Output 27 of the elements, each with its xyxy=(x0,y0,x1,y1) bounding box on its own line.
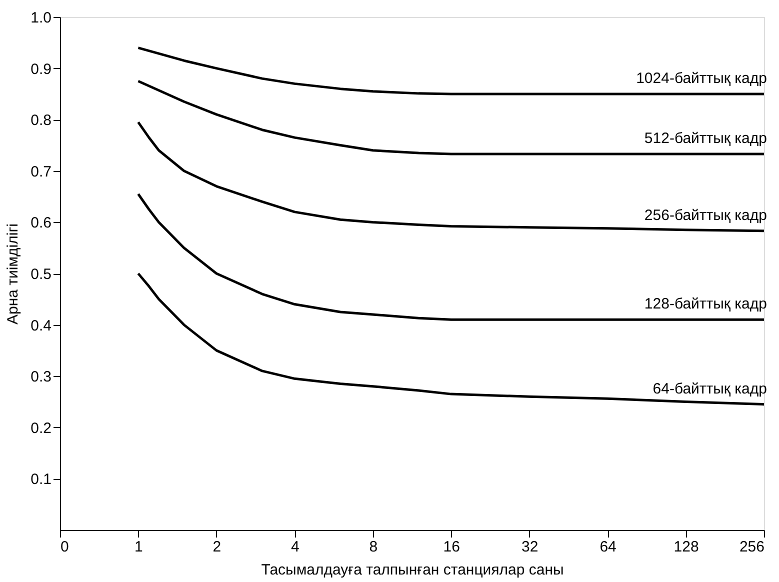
series-label: 1024-байттық кадр xyxy=(636,70,767,87)
y-tick-label: 0.4 xyxy=(30,317,52,334)
y-tick-label: 0.6 xyxy=(30,214,52,232)
x-tick-label: 1 xyxy=(134,538,143,556)
x-tick-label: 128 xyxy=(674,538,699,556)
series-label: 128-байттық кадр xyxy=(644,296,767,313)
series-label: 512-байттық кадр xyxy=(644,130,767,147)
x-tick-label: 16 xyxy=(443,538,460,556)
y-tick-label: 0.9 xyxy=(30,60,52,78)
y-tick-label: 0.7 xyxy=(30,163,52,180)
y-axis-title: Арна тиімділігі xyxy=(4,223,22,325)
x-tick-label: 0 xyxy=(60,538,69,556)
x-tick-label: 8 xyxy=(369,538,378,556)
y-tick-label: 0.1 xyxy=(30,471,52,488)
x-tick-label: 4 xyxy=(290,538,300,556)
x-axis-title: Тасымалдауға талпынған станциялар саны xyxy=(261,562,564,578)
x-tick-label: 32 xyxy=(521,538,538,556)
series-label: 64-байттық кадр xyxy=(652,380,767,398)
x-tick-label: 2 xyxy=(212,538,222,556)
y-tick-label: 1.0 xyxy=(30,10,52,26)
y-tick-label: 0.2 xyxy=(30,420,52,437)
x-tick-label: 64 xyxy=(600,538,616,556)
x-tick-label: 256 xyxy=(739,538,764,556)
series-label: 256-байттық кадр xyxy=(644,206,767,224)
y-tick-label: 0.5 xyxy=(30,266,52,283)
y-tick-label: 0.8 xyxy=(30,112,52,130)
y-tick-label: 0.3 xyxy=(30,368,52,386)
